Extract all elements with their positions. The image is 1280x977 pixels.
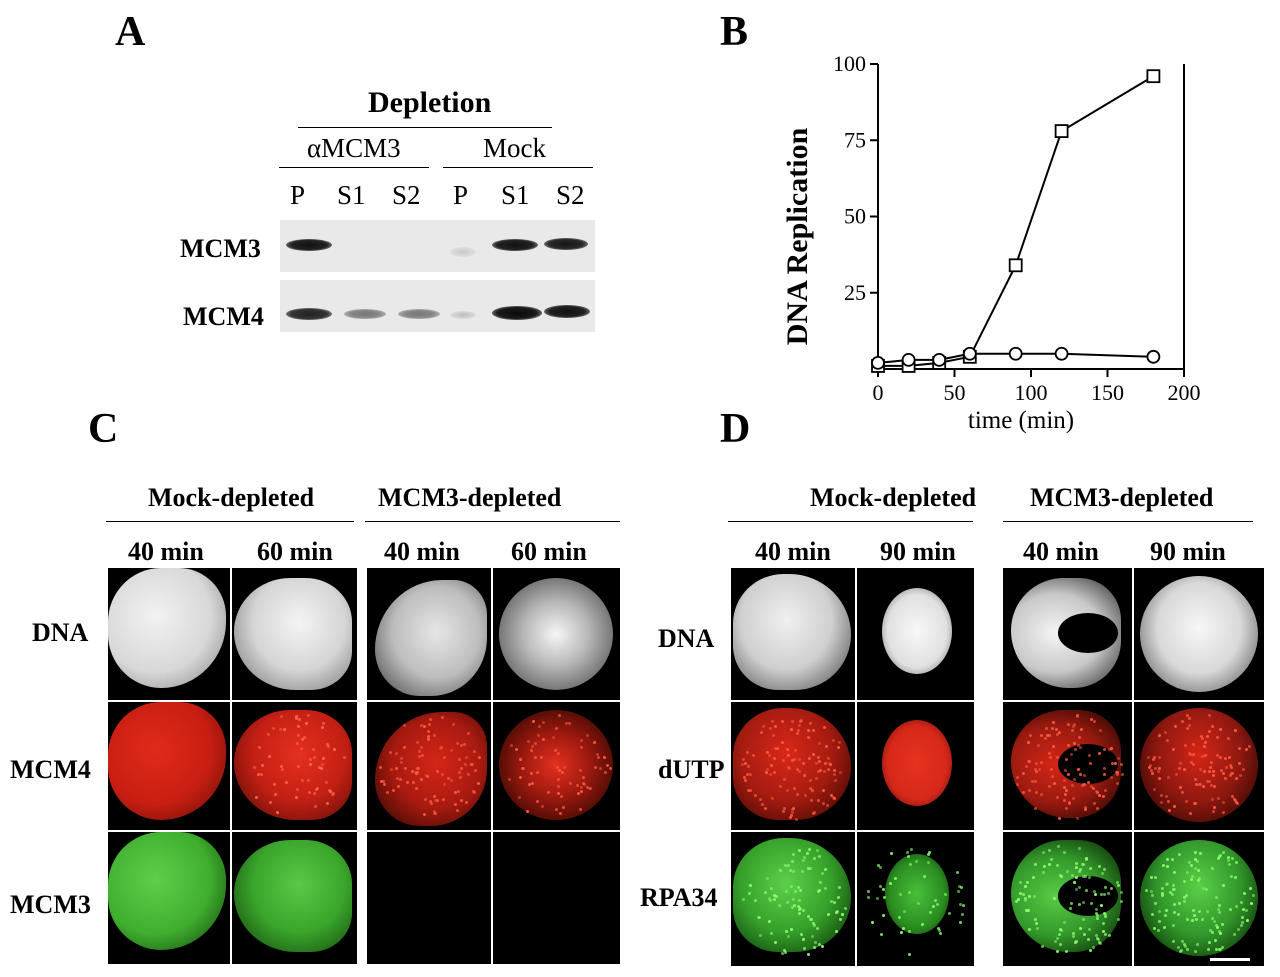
- y-tick-label: 50: [844, 204, 866, 229]
- time-label-d-4: 90 min: [1150, 537, 1226, 566]
- depletion-rule: [298, 127, 552, 128]
- lane-label-s2-1: S2: [392, 180, 421, 210]
- micrograph-d-rpa34-mock-40: [731, 832, 855, 966]
- x-tick-label: 0: [873, 380, 884, 405]
- micrograph-d-rpa34-mock-90: [857, 832, 974, 966]
- data-point-circle: [1146, 349, 1161, 364]
- time-label-d-3: 40 min: [1023, 537, 1099, 566]
- group-label-mock: Mock: [483, 133, 546, 163]
- row-label-mcm4: MCM4: [10, 755, 91, 784]
- micrograph-d-dna-mock-40: [731, 568, 855, 700]
- micrograph-c-mcm4-mcm3dep-60: [493, 702, 620, 830]
- micrograph-c-mcm3-mock-60: [232, 832, 357, 964]
- y-tick-label: 75: [844, 127, 866, 152]
- micrograph-c-dna-mcm3dep-40: [367, 568, 491, 700]
- lane-label-s2-2: S2: [556, 180, 585, 210]
- time-label-2: 60 min: [257, 537, 333, 566]
- micrograph-c-mcm4-mcm3dep-40: [367, 702, 491, 830]
- micrograph-c-mcm4-mock-40: [108, 702, 230, 830]
- micrograph-c-dna-mock-40: [108, 568, 230, 700]
- western-blot-mcm4: [280, 280, 595, 332]
- time-label-d-2: 90 min: [880, 537, 956, 566]
- micrograph-c-mcm3-mcm3dep-40: [367, 832, 491, 964]
- row-label-mcm3: MCM3: [10, 890, 91, 919]
- mock-depleted-rule: [106, 521, 354, 522]
- blot-row-label-mcm4: MCM4: [183, 302, 264, 331]
- y-tick-label: 25: [844, 280, 866, 305]
- group-label-mock-depleted: Mock-depleted: [148, 483, 315, 512]
- data-point-square: [1146, 69, 1161, 84]
- mock-rule: [443, 167, 593, 168]
- row-label-d-dna: DNA: [658, 624, 715, 653]
- time-label-1: 40 min: [128, 537, 204, 566]
- x-tick-label: 150: [1091, 380, 1124, 405]
- lane-label-p-2: P: [453, 180, 469, 210]
- data-point-circle: [1054, 346, 1069, 361]
- micrograph-c-mcm3-mock-40: [108, 832, 230, 964]
- group-label-mcm3-depleted: MCM3-depleted: [378, 483, 562, 512]
- group-label-amcm3: αMCM3: [307, 133, 401, 163]
- row-label-d-dutp: dUTP: [658, 755, 725, 784]
- lane-label-s1-2: S1: [501, 180, 530, 210]
- micrograph-d-dna-mcm3dep-90: [1134, 568, 1264, 700]
- data-point-square: [1054, 124, 1069, 138]
- micrograph-d-dutp-mock-90: [857, 702, 974, 830]
- western-blot-mcm3: [280, 220, 595, 272]
- x-tick-label: 50: [944, 380, 966, 405]
- time-label-4: 60 min: [511, 537, 587, 566]
- panel-a-letter: A: [115, 9, 146, 55]
- micrograph-d-rpa34-mcm3dep-90: [1134, 832, 1264, 966]
- mock-depleted-rule-d: [728, 521, 973, 522]
- data-point-square: [1008, 258, 1023, 273]
- group-label-mock-depleted-d: Mock-depleted: [810, 483, 977, 512]
- replication-chart: 100 75 50 25 0 50 100 150 200 time (min) DNA Repli…: [781, 51, 1201, 434]
- micrograph-c-dna-mock-60: [232, 568, 357, 700]
- x-axis-label: time (min): [968, 407, 1074, 434]
- lane-label-s1-1: S1: [337, 180, 366, 210]
- group-label-mcm3-depleted-d: MCM3-depleted: [1030, 483, 1214, 512]
- data-point-circle: [901, 352, 916, 367]
- time-label-d-1: 40 min: [755, 537, 831, 566]
- mcm3-depleted-rule: [365, 521, 620, 522]
- time-label-3: 40 min: [384, 537, 460, 566]
- x-tick-label: 100: [1015, 380, 1048, 405]
- row-label-dna: DNA: [32, 618, 89, 647]
- micrograph-d-rpa34-mcm3dep-40: [1003, 832, 1132, 966]
- lane-label-p-1: P: [290, 180, 306, 210]
- panel-b-letter: B: [720, 9, 749, 55]
- data-point-circle: [962, 346, 977, 361]
- mcm3-depleted-rule-d: [1003, 521, 1253, 522]
- y-axis-label: DNA Replication: [781, 127, 814, 345]
- amcm3-rule: [279, 167, 429, 168]
- micrograph-d-dutp-mcm3dep-40: [1003, 702, 1132, 830]
- data-point-circle: [932, 352, 947, 367]
- y-tick-label: 100: [833, 51, 866, 76]
- micrograph-d-dutp-mcm3dep-90: [1134, 702, 1264, 830]
- micrograph-d-dutp-mock-40: [731, 702, 855, 830]
- blot-row-label-mcm3: MCM3: [180, 234, 261, 263]
- data-point-circle: [871, 355, 885, 370]
- micrograph-c-dna-mcm3dep-60: [493, 568, 620, 700]
- micrograph-d-dna-mock-90: [857, 568, 974, 700]
- panel-d-letter: D: [720, 406, 751, 452]
- micrograph-c-mcm4-mock-60: [232, 702, 357, 830]
- panel-c-letter: C: [88, 406, 119, 452]
- row-label-d-rpa34: RPA34: [640, 883, 718, 912]
- x-tick-label: 200: [1168, 380, 1201, 405]
- series-line-square: [878, 75, 1154, 367]
- data-point-circle: [1008, 346, 1023, 361]
- depletion-header: Depletion: [368, 86, 492, 119]
- micrograph-c-mcm3-mcm3dep-60: [493, 832, 620, 964]
- micrograph-d-dna-mcm3dep-40: [1003, 568, 1132, 700]
- scale-bar: [1210, 958, 1250, 961]
